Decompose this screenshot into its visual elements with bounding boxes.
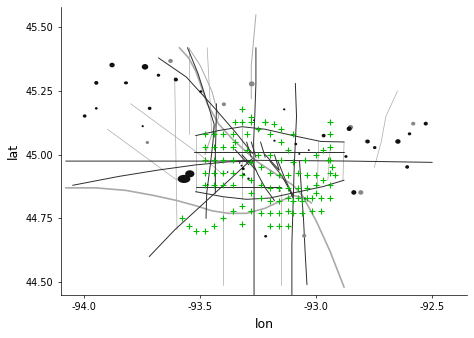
Ellipse shape [142, 125, 144, 127]
Ellipse shape [178, 175, 191, 183]
Ellipse shape [240, 165, 243, 167]
Ellipse shape [199, 90, 202, 93]
Ellipse shape [146, 141, 149, 144]
Ellipse shape [351, 190, 356, 195]
Ellipse shape [247, 177, 250, 180]
Ellipse shape [95, 107, 98, 110]
Ellipse shape [258, 130, 260, 131]
Ellipse shape [83, 114, 87, 118]
Ellipse shape [373, 146, 376, 149]
Ellipse shape [365, 140, 370, 143]
Ellipse shape [273, 140, 276, 142]
X-axis label: lon: lon [255, 318, 273, 331]
Ellipse shape [243, 173, 245, 175]
Ellipse shape [207, 184, 209, 186]
Ellipse shape [365, 140, 369, 143]
Ellipse shape [302, 234, 306, 238]
Ellipse shape [405, 165, 409, 169]
Ellipse shape [348, 125, 353, 129]
Ellipse shape [185, 170, 194, 177]
Ellipse shape [148, 107, 152, 110]
Ellipse shape [358, 190, 364, 195]
Ellipse shape [174, 78, 178, 81]
Ellipse shape [424, 122, 428, 125]
Ellipse shape [405, 165, 409, 169]
Ellipse shape [283, 108, 285, 111]
Ellipse shape [142, 64, 148, 70]
Ellipse shape [279, 190, 281, 192]
Ellipse shape [168, 59, 173, 63]
Ellipse shape [322, 134, 326, 138]
Ellipse shape [408, 132, 411, 135]
Ellipse shape [109, 63, 115, 67]
Ellipse shape [227, 171, 228, 173]
Ellipse shape [308, 149, 310, 151]
Ellipse shape [249, 81, 255, 87]
Ellipse shape [124, 81, 128, 84]
Ellipse shape [298, 153, 301, 155]
Y-axis label: lat: lat [7, 143, 20, 159]
Ellipse shape [242, 167, 245, 170]
Ellipse shape [304, 197, 306, 199]
Ellipse shape [94, 81, 99, 85]
Ellipse shape [346, 126, 352, 131]
Ellipse shape [157, 74, 160, 77]
Ellipse shape [344, 155, 347, 158]
Ellipse shape [239, 162, 240, 164]
Ellipse shape [294, 143, 297, 145]
Ellipse shape [395, 139, 401, 144]
Ellipse shape [253, 119, 255, 121]
Ellipse shape [264, 235, 267, 238]
Ellipse shape [411, 122, 415, 125]
Ellipse shape [222, 102, 226, 106]
